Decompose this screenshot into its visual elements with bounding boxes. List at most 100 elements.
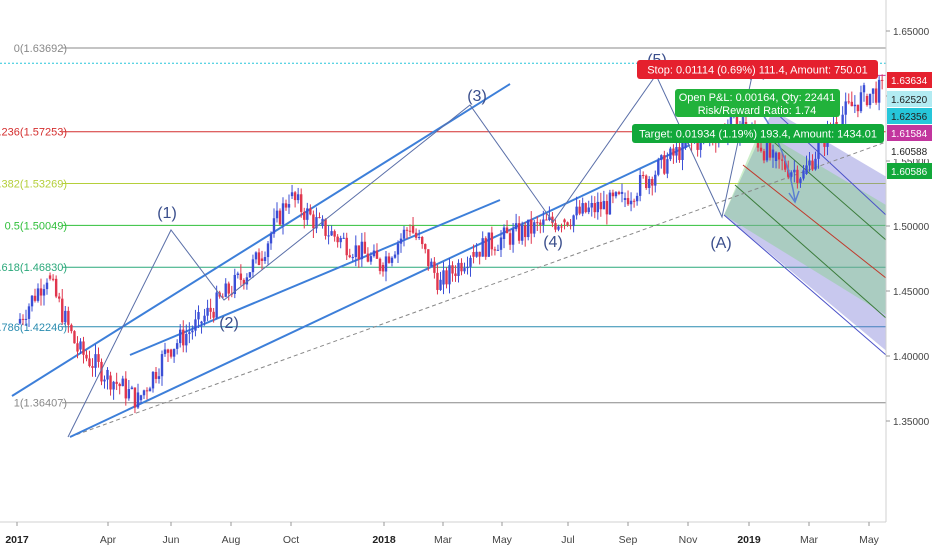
channel-line[interactable] (11, 83, 511, 397)
time-axis[interactable]: 2017 Apr Jun Aug Oct 2018 Mar May Jul Sep Nov 2019 M… (0, 521, 886, 546)
candle-body (336, 236, 339, 243)
candle-body (663, 155, 666, 174)
candle-body (793, 169, 796, 173)
candle-body (587, 207, 590, 213)
price-axis-badge-text: 1.62356 (891, 112, 928, 123)
candle-body (657, 160, 660, 175)
fib-level-label: 0.5(1.50049) (5, 220, 67, 232)
price-axis-badge-text: 1.60588 (891, 147, 928, 158)
price-tick-label: 1.40000 (893, 352, 930, 363)
candle-body (399, 238, 403, 244)
candle-body (759, 147, 763, 152)
target-label-box[interactable] (632, 124, 884, 143)
time-tick-label: Mar (800, 534, 819, 546)
candle-body (684, 142, 687, 148)
channel-line[interactable] (129, 199, 501, 356)
fib-level-label: 0.382(1.53269) (0, 179, 67, 191)
price-axis-badge (887, 143, 932, 159)
candle-body (275, 210, 279, 219)
candle-body (248, 272, 252, 278)
candle-body (593, 202, 596, 213)
candle-body (387, 256, 391, 263)
candle-body (868, 93, 872, 106)
candle-body (517, 223, 521, 241)
candle-body (787, 169, 790, 177)
price-axis[interactable]: 1.650001.600001.550001.500001.450001.400… (885, 0, 932, 550)
candle-body (333, 231, 336, 237)
candle-body (454, 273, 457, 276)
candle-body (514, 223, 518, 230)
candle-body (572, 215, 575, 227)
candle-body (496, 249, 500, 251)
wave-polyline[interactable] (67, 74, 753, 438)
candle-body (396, 243, 400, 255)
candle-body (345, 237, 348, 256)
price-axis-badge-text: 1.61584 (891, 129, 928, 140)
candle-body (242, 279, 246, 285)
pnl-text: Open P&L: 0.00164, Qty: 22441 (679, 92, 836, 104)
candle-body (478, 251, 481, 257)
candle-body (354, 245, 357, 258)
candle-body (433, 261, 436, 273)
candle-body (324, 218, 327, 236)
candle-body (278, 210, 282, 225)
price-tick-label: 1.35000 (893, 417, 930, 428)
pitchfork-tool[interactable] (69, 109, 887, 438)
pitchfork-median-line[interactable] (69, 141, 887, 438)
candle-body (520, 225, 524, 241)
time-tick-label: Mar (434, 534, 453, 546)
long-position-tool[interactable]: Stop: 0.01114 (0.69%) 111.4, Amount: 750… (632, 60, 884, 143)
pitchfork-line[interactable] (723, 214, 887, 356)
candle-body (542, 219, 545, 225)
candle-body (681, 137, 684, 161)
target-label-text: Target: 0.01934 (1.19%) 193.4, Amount: 1… (639, 129, 877, 141)
candle-body (18, 318, 22, 324)
pnl-box[interactable] (675, 89, 840, 117)
candle-body (790, 172, 793, 177)
candle-body (67, 310, 70, 325)
candle-body (157, 376, 161, 379)
candle-body (675, 147, 678, 156)
time-tick-label: Jul (561, 534, 574, 546)
candle-body (172, 348, 176, 357)
candle-body (360, 241, 364, 260)
candle-body (402, 229, 406, 239)
time-tick-label: May (859, 534, 880, 546)
candle-body (124, 378, 127, 399)
candle-body (163, 349, 167, 355)
candle-body (372, 250, 376, 257)
candle-body (366, 253, 370, 262)
candle-body (578, 206, 581, 214)
candle-body (142, 390, 146, 396)
candle-body (796, 169, 799, 183)
candle-body (266, 243, 270, 258)
candle-body (254, 252, 258, 260)
candle-body (548, 216, 551, 221)
candle-body (451, 265, 454, 274)
candle-body (768, 142, 772, 158)
candle-body (73, 331, 76, 344)
candle-body (58, 296, 61, 299)
candle-body (48, 275, 52, 279)
candle-body (608, 192, 612, 215)
candle-body (427, 249, 430, 267)
candle-body (841, 114, 844, 129)
wave-label: (4) (543, 234, 563, 251)
stop-label-box[interactable] (637, 60, 878, 79)
candle-body (303, 211, 306, 220)
pitchfork-line[interactable] (734, 184, 887, 319)
candle-body (545, 219, 548, 221)
trend-channel[interactable] (11, 83, 691, 438)
candle-body (811, 160, 814, 170)
candle-body (251, 259, 255, 273)
time-tick-label: 2018 (372, 534, 396, 546)
candle-body (257, 252, 261, 265)
time-tick-label: Oct (283, 534, 299, 546)
candle-body (236, 273, 240, 275)
candle-body (381, 265, 385, 272)
pitchfork-line[interactable] (742, 164, 887, 279)
channel-line[interactable] (69, 144, 691, 438)
projection-arrow-head (788, 190, 800, 204)
